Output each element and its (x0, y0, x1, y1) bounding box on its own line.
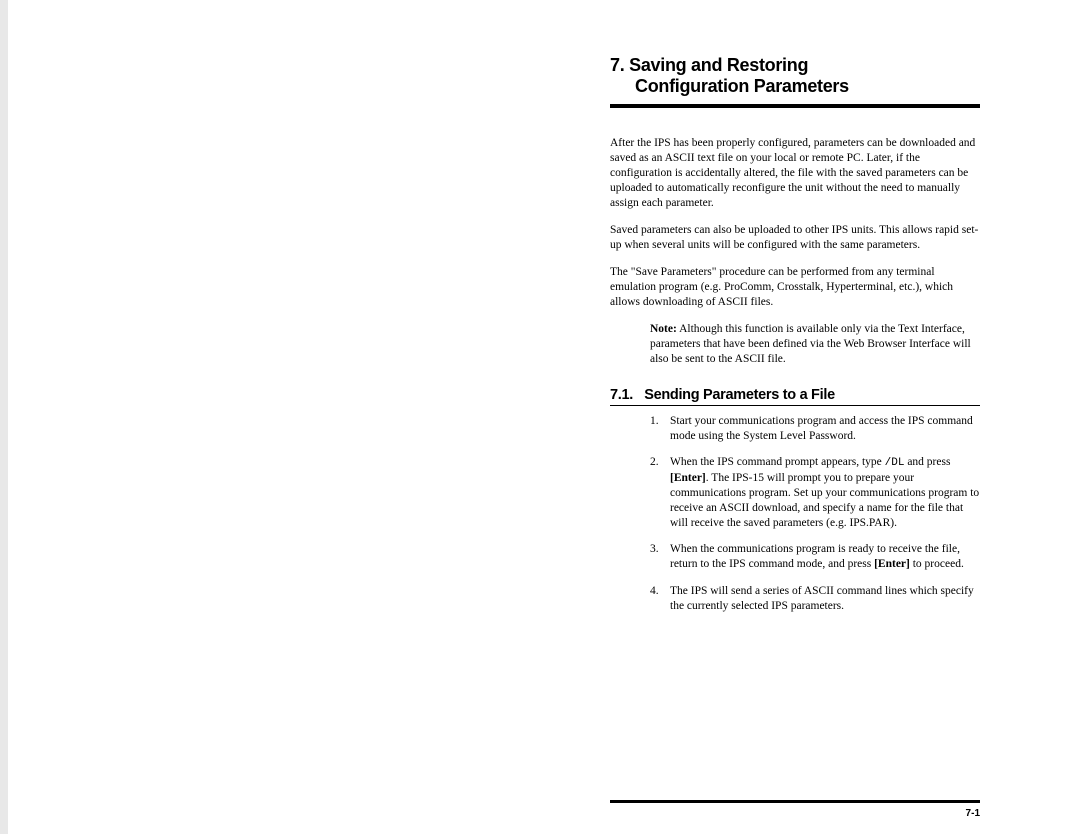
step-2-text-b: and press (904, 456, 950, 468)
footer-rule (610, 800, 980, 803)
step-2-enter: [Enter] (670, 472, 706, 484)
chapter-number: 7. (610, 55, 624, 75)
section-number: 7.1. (610, 387, 633, 403)
chapter-title-line2: Configuration Parameters (610, 76, 980, 97)
intro-para-3: The "Save Parameters" procedure can be p… (610, 265, 980, 310)
page-left-edge (0, 0, 8, 834)
note-label: Note: (650, 323, 677, 335)
page-content: 7. Saving and Restoring Configuration Pa… (610, 55, 980, 626)
step-3-enter: [Enter] (874, 558, 910, 570)
section-title-text: Sending Parameters to a File (644, 387, 835, 403)
chapter-title-line1: Saving and Restoring (629, 55, 808, 75)
step-4-text: The IPS will send a series of ASCII comm… (670, 585, 974, 612)
step-2-text-c: . The IPS-15 will prompt you to prepare … (670, 472, 979, 529)
intro-para-2: Saved parameters can also be uploaded to… (610, 223, 980, 253)
step-3: When the communications program is ready… (650, 542, 980, 572)
step-1-text: Start your communications program and ac… (670, 415, 973, 442)
step-4: The IPS will send a series of ASCII comm… (650, 584, 980, 614)
step-2-command: /DL (885, 457, 905, 469)
note-text: Although this function is available only… (650, 323, 971, 365)
section-rule (610, 405, 980, 406)
chapter-title: 7. Saving and Restoring Configuration Pa… (610, 55, 980, 96)
steps-list: Start your communications program and ac… (610, 414, 980, 615)
intro-para-1: After the IPS has been properly configur… (610, 136, 980, 211)
page-number: 7-1 (610, 808, 980, 819)
chapter-rule (610, 104, 980, 108)
section-title: 7.1. Sending Parameters to a File (610, 387, 980, 403)
step-3-text-b: to proceed. (910, 558, 964, 570)
note-block: Note: Although this function is availabl… (650, 322, 980, 367)
step-2: When the IPS command prompt appears, typ… (650, 455, 980, 530)
step-2-text-a: When the IPS command prompt appears, typ… (670, 456, 885, 468)
step-1: Start your communications program and ac… (650, 414, 980, 444)
